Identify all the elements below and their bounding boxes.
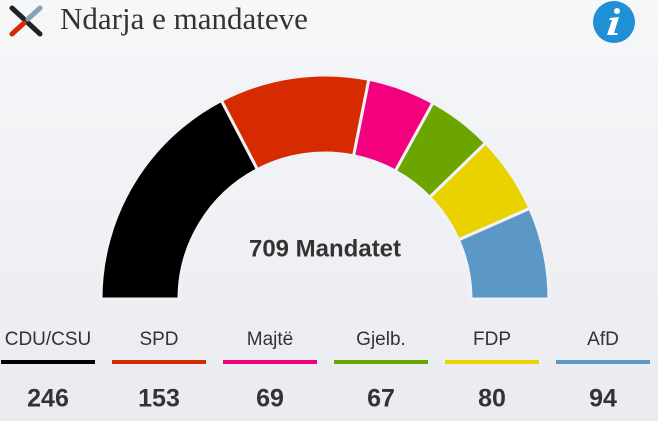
legend-swatch bbox=[223, 360, 317, 364]
legend-swatch bbox=[445, 360, 539, 364]
info-button[interactable] bbox=[593, 1, 635, 43]
legend-swatch bbox=[556, 360, 650, 364]
logo bbox=[9, 5, 43, 37]
center-label: 709 Mandatet bbox=[249, 235, 401, 262]
chart-title: Ndarja e mandateve bbox=[60, 1, 308, 36]
legend-swatch bbox=[112, 360, 206, 364]
value-label: 69 bbox=[256, 385, 284, 413]
legend-swatch bbox=[1, 360, 95, 364]
value-label: 94 bbox=[589, 385, 617, 413]
legend-label: Majtë bbox=[247, 329, 293, 350]
value-label: 80 bbox=[478, 385, 506, 413]
value-label: 153 bbox=[138, 385, 180, 413]
legend-label: SPD bbox=[139, 329, 178, 350]
seat-segment bbox=[456, 206, 551, 301]
legend-label: FDP bbox=[473, 329, 511, 350]
legend-label: AfD bbox=[587, 329, 619, 350]
value-label: 67 bbox=[367, 385, 395, 413]
legend-label: CDU/CSU bbox=[5, 329, 92, 350]
legend-swatch bbox=[334, 360, 428, 364]
legend-label: Gjelb. bbox=[356, 329, 406, 350]
value-label: 246 bbox=[27, 385, 69, 413]
